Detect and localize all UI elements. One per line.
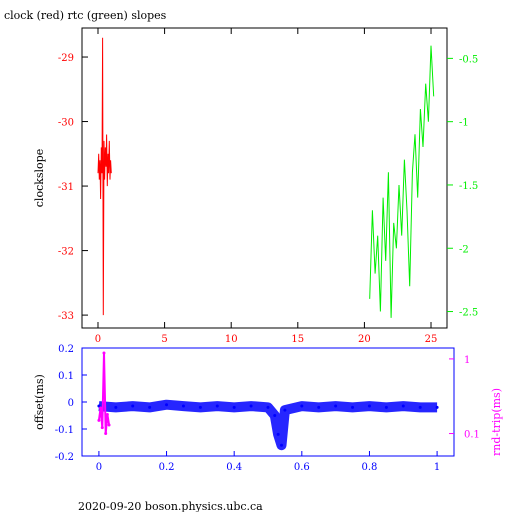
- top-ytick-right-label: -2.5: [459, 308, 478, 319]
- bottom-xtick-label: 0.2: [159, 462, 175, 473]
- top-ytick-right-label: -1.5: [459, 181, 478, 192]
- offset-point: [334, 404, 338, 408]
- offset-point: [165, 403, 169, 407]
- bottom-ytick-left-label: 0: [68, 398, 74, 409]
- offset-point: [300, 404, 304, 408]
- series-line-rnd-trip: [97, 352, 111, 434]
- offset-point: [266, 405, 270, 409]
- offset-point: [276, 432, 280, 436]
- bottom-ytick-right-label: 0.1: [464, 430, 480, 441]
- offset-point: [232, 405, 236, 409]
- bottom-ytick-left-label: -0.1: [55, 425, 74, 436]
- top-xtick-label: 0: [95, 334, 101, 345]
- bottom-xtick-label: 0.4: [226, 462, 242, 473]
- offset-point: [384, 405, 388, 409]
- offset-point: [317, 405, 321, 409]
- bottom-ytick-left-label: -0.2: [55, 452, 74, 463]
- offset-point: [351, 405, 355, 409]
- bottom-xtick-label: 0.8: [362, 462, 378, 473]
- top-xtick-label: 15: [291, 334, 304, 345]
- series-band-offset: [98, 399, 438, 451]
- rnd-trip-point: [100, 426, 104, 430]
- top-ytick-right-label: -0.5: [459, 54, 478, 65]
- offset-point: [181, 404, 185, 408]
- offset-point: [114, 405, 118, 409]
- offset-point: [131, 404, 135, 408]
- bottom-ytick-left-label: 0.2: [58, 344, 74, 355]
- top-ytick-left-label: -31: [58, 182, 74, 193]
- top-ytick-left-label: -29: [58, 53, 74, 64]
- offset-point: [97, 404, 101, 408]
- bottom-xtick-label: 0: [96, 462, 102, 473]
- top-plot-area: 0 5 10 15 20 25 -29 -30 -31 -32 -33 -0.5 -1 -1.5 -2 -2.…: [58, 28, 478, 345]
- offset-point: [215, 404, 219, 408]
- top-ytick-right-label: -1: [459, 118, 469, 129]
- bottom-ytick-right-label: 1: [464, 355, 470, 366]
- rnd-trip-point: [105, 412, 109, 416]
- top-ytick-left-label: -33: [58, 311, 74, 322]
- bottom-plot-area: 0 0.2 0.4 0.6 0.8 1 0.2 0.1 0 -0.1 -0.2 1 0.1: [55, 344, 480, 473]
- bottom-xtick-label: 1: [434, 462, 440, 473]
- rnd-trip-point: [97, 418, 101, 422]
- series-line-clock: [97, 37, 112, 316]
- top-xtick-label: 25: [425, 334, 438, 345]
- top-ytick-left-label: -32: [58, 247, 74, 258]
- offset-point: [148, 405, 152, 409]
- top-plot-frame: [81, 27, 448, 329]
- footer-text: 2020-09-20 boson.physics.ubc.ca: [78, 500, 263, 512]
- chart-title: clock (red) rtc (green) slopes: [4, 9, 167, 22]
- top-ylabel: clockslope: [33, 149, 46, 207]
- offset-point: [435, 405, 439, 409]
- offset-point: [198, 405, 202, 409]
- offset-point: [418, 405, 422, 409]
- bottom-xtick-label: 0.6: [294, 462, 310, 473]
- top-ytick-left-label: -30: [58, 118, 74, 129]
- top-ytick-right-label: -2: [459, 244, 469, 255]
- bottom-ytick-left-label: 0.1: [58, 371, 74, 382]
- offset-point: [367, 404, 371, 408]
- offset-point: [401, 404, 405, 408]
- rnd-trip-point: [104, 432, 108, 436]
- bottom-ylabel: offset(ms): [33, 374, 46, 430]
- series-line-rtc: [369, 45, 435, 318]
- rnd-trip-point: [107, 423, 111, 427]
- bottom-ylabel-right: rnd-trip(ms): [490, 388, 503, 456]
- offset-point: [283, 408, 287, 412]
- rnd-trip-point: [102, 351, 106, 355]
- top-xtick-label: 20: [358, 334, 371, 345]
- top-xtick-label: 5: [161, 334, 167, 345]
- top-xtick-label: 10: [225, 334, 238, 345]
- rnd-trip-point: [99, 406, 103, 410]
- offset-point: [280, 443, 284, 447]
- offset-point: [249, 404, 253, 408]
- offset-point: [273, 414, 277, 417]
